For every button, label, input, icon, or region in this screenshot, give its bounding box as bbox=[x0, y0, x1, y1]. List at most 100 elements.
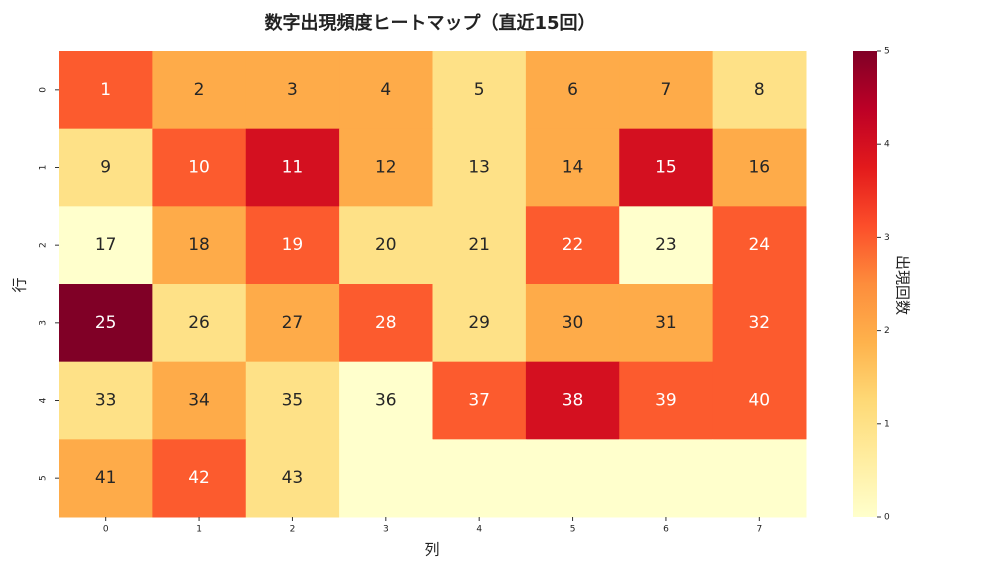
cell-annotation: 16 bbox=[748, 158, 770, 178]
heatmap-cell bbox=[525, 51, 620, 130]
heatmap-cell bbox=[525, 284, 620, 363]
heatmap-cell bbox=[432, 439, 527, 518]
cell-annotation: 25 bbox=[95, 313, 117, 333]
heatmap-cell bbox=[619, 128, 714, 207]
heatmap-cell bbox=[245, 128, 340, 207]
cell-annotation: 26 bbox=[188, 313, 210, 333]
cell-annotation: 32 bbox=[748, 313, 770, 333]
cell-annotation: 40 bbox=[748, 391, 770, 411]
heatmap-cell bbox=[712, 51, 807, 130]
heatmap-cell bbox=[339, 51, 433, 130]
y-tick-label: 1 bbox=[39, 165, 49, 171]
chart-title: 数字出現頻度ヒートマップ（直近15回） bbox=[264, 12, 595, 34]
heatmap-cell bbox=[152, 206, 247, 285]
cell-annotation: 27 bbox=[282, 313, 304, 333]
cell-annotation: 23 bbox=[655, 235, 677, 255]
cell-annotation: 21 bbox=[468, 235, 490, 255]
cell-annotation: 20 bbox=[375, 235, 397, 255]
colorbar-tick-label: 1 bbox=[884, 419, 890, 429]
heatmap-cell bbox=[712, 284, 807, 363]
heatmap-cell bbox=[619, 206, 714, 285]
heatmap-cell bbox=[339, 361, 433, 440]
cell-annotation: 1 bbox=[100, 80, 111, 100]
cell-annotation: 22 bbox=[562, 235, 584, 255]
cell-annotation: 13 bbox=[468, 158, 490, 178]
heatmap-cell bbox=[59, 361, 153, 440]
heatmap-cell bbox=[432, 206, 527, 285]
cell-annotation: 19 bbox=[282, 235, 304, 255]
colorbar-label: 出現回数 bbox=[894, 255, 912, 315]
heatmap-cell bbox=[525, 128, 620, 207]
heatmap-cell bbox=[152, 284, 247, 363]
heatmap-cell bbox=[339, 206, 433, 285]
cell-annotation: 7 bbox=[661, 80, 672, 100]
heatmap-cell bbox=[152, 51, 247, 130]
heatmap-cell bbox=[152, 361, 247, 440]
heatmap-cell bbox=[619, 439, 714, 518]
heatmap-cell bbox=[245, 51, 340, 130]
heatmap-cell bbox=[432, 128, 527, 207]
cell-annotation: 17 bbox=[95, 235, 117, 255]
heatmap-cell bbox=[525, 361, 620, 440]
colorbar-tick-label: 0 bbox=[884, 513, 890, 523]
y-tick-label: 0 bbox=[39, 87, 49, 93]
cell-annotation: 36 bbox=[375, 391, 397, 411]
heatmap-cell bbox=[152, 128, 247, 207]
cell-annotation: 5 bbox=[474, 80, 485, 100]
colorbar-tick-label: 5 bbox=[884, 47, 890, 57]
cell-annotation: 24 bbox=[748, 235, 770, 255]
cell-annotation: 39 bbox=[655, 391, 677, 411]
cell-annotation: 34 bbox=[188, 391, 210, 411]
heatmap-cell bbox=[339, 128, 433, 207]
heatmap-cell bbox=[712, 206, 807, 285]
cell-annotation: 31 bbox=[655, 313, 677, 333]
heatmap-cell bbox=[245, 284, 340, 363]
y-tick-label: 5 bbox=[39, 475, 49, 481]
heatmap-cell bbox=[712, 439, 807, 518]
cell-annotation: 43 bbox=[282, 468, 304, 488]
cell-annotation: 29 bbox=[468, 313, 490, 333]
heatmap-cell bbox=[619, 361, 714, 440]
heatmap-cell bbox=[525, 439, 620, 518]
cell-annotation: 6 bbox=[567, 80, 578, 100]
cell-annotation: 37 bbox=[468, 391, 490, 411]
cell-annotation: 9 bbox=[100, 158, 111, 178]
heatmap-cell bbox=[59, 128, 153, 207]
x-tick-label: 0 bbox=[103, 525, 109, 535]
heatmap-cell bbox=[59, 206, 153, 285]
cell-annotation: 30 bbox=[562, 313, 584, 333]
cell-annotation: 10 bbox=[188, 158, 210, 178]
heatmap-cell bbox=[59, 284, 153, 363]
x-tick-label: 2 bbox=[290, 525, 296, 535]
heatmap-cell bbox=[245, 361, 340, 440]
heatmap-cell bbox=[59, 439, 153, 518]
cell-annotation: 18 bbox=[188, 235, 210, 255]
cell-annotation: 38 bbox=[562, 391, 584, 411]
colorbar-tick-label: 2 bbox=[884, 326, 890, 336]
heatmap-cell bbox=[432, 284, 527, 363]
heatmap-cell bbox=[152, 439, 247, 518]
heatmap-cell bbox=[339, 284, 433, 363]
cell-annotation: 2 bbox=[194, 80, 205, 100]
x-tick-label: 7 bbox=[756, 525, 762, 535]
y-tick-label: 3 bbox=[39, 320, 49, 326]
cell-annotation: 41 bbox=[95, 468, 117, 488]
heatmap-cell bbox=[712, 361, 807, 440]
cell-annotation: 14 bbox=[562, 158, 584, 178]
x-tick-label: 1 bbox=[196, 525, 202, 535]
cell-annotation: 15 bbox=[655, 158, 677, 178]
heatmap-cell bbox=[619, 51, 714, 130]
cell-annotation: 42 bbox=[188, 468, 210, 488]
heatmap-cell bbox=[245, 206, 340, 285]
heatmap-cell bbox=[59, 51, 153, 130]
y-axis-label: 行 bbox=[11, 277, 29, 292]
y-tick-label: 4 bbox=[39, 397, 49, 403]
heatmap-cell bbox=[525, 206, 620, 285]
heatmap-cell bbox=[432, 361, 527, 440]
cell-annotation: 33 bbox=[95, 391, 117, 411]
cell-annotation: 3 bbox=[287, 80, 298, 100]
x-tick-label: 4 bbox=[476, 525, 482, 535]
colorbar-tick-label: 4 bbox=[884, 140, 890, 150]
x-tick-label: 5 bbox=[570, 525, 576, 535]
